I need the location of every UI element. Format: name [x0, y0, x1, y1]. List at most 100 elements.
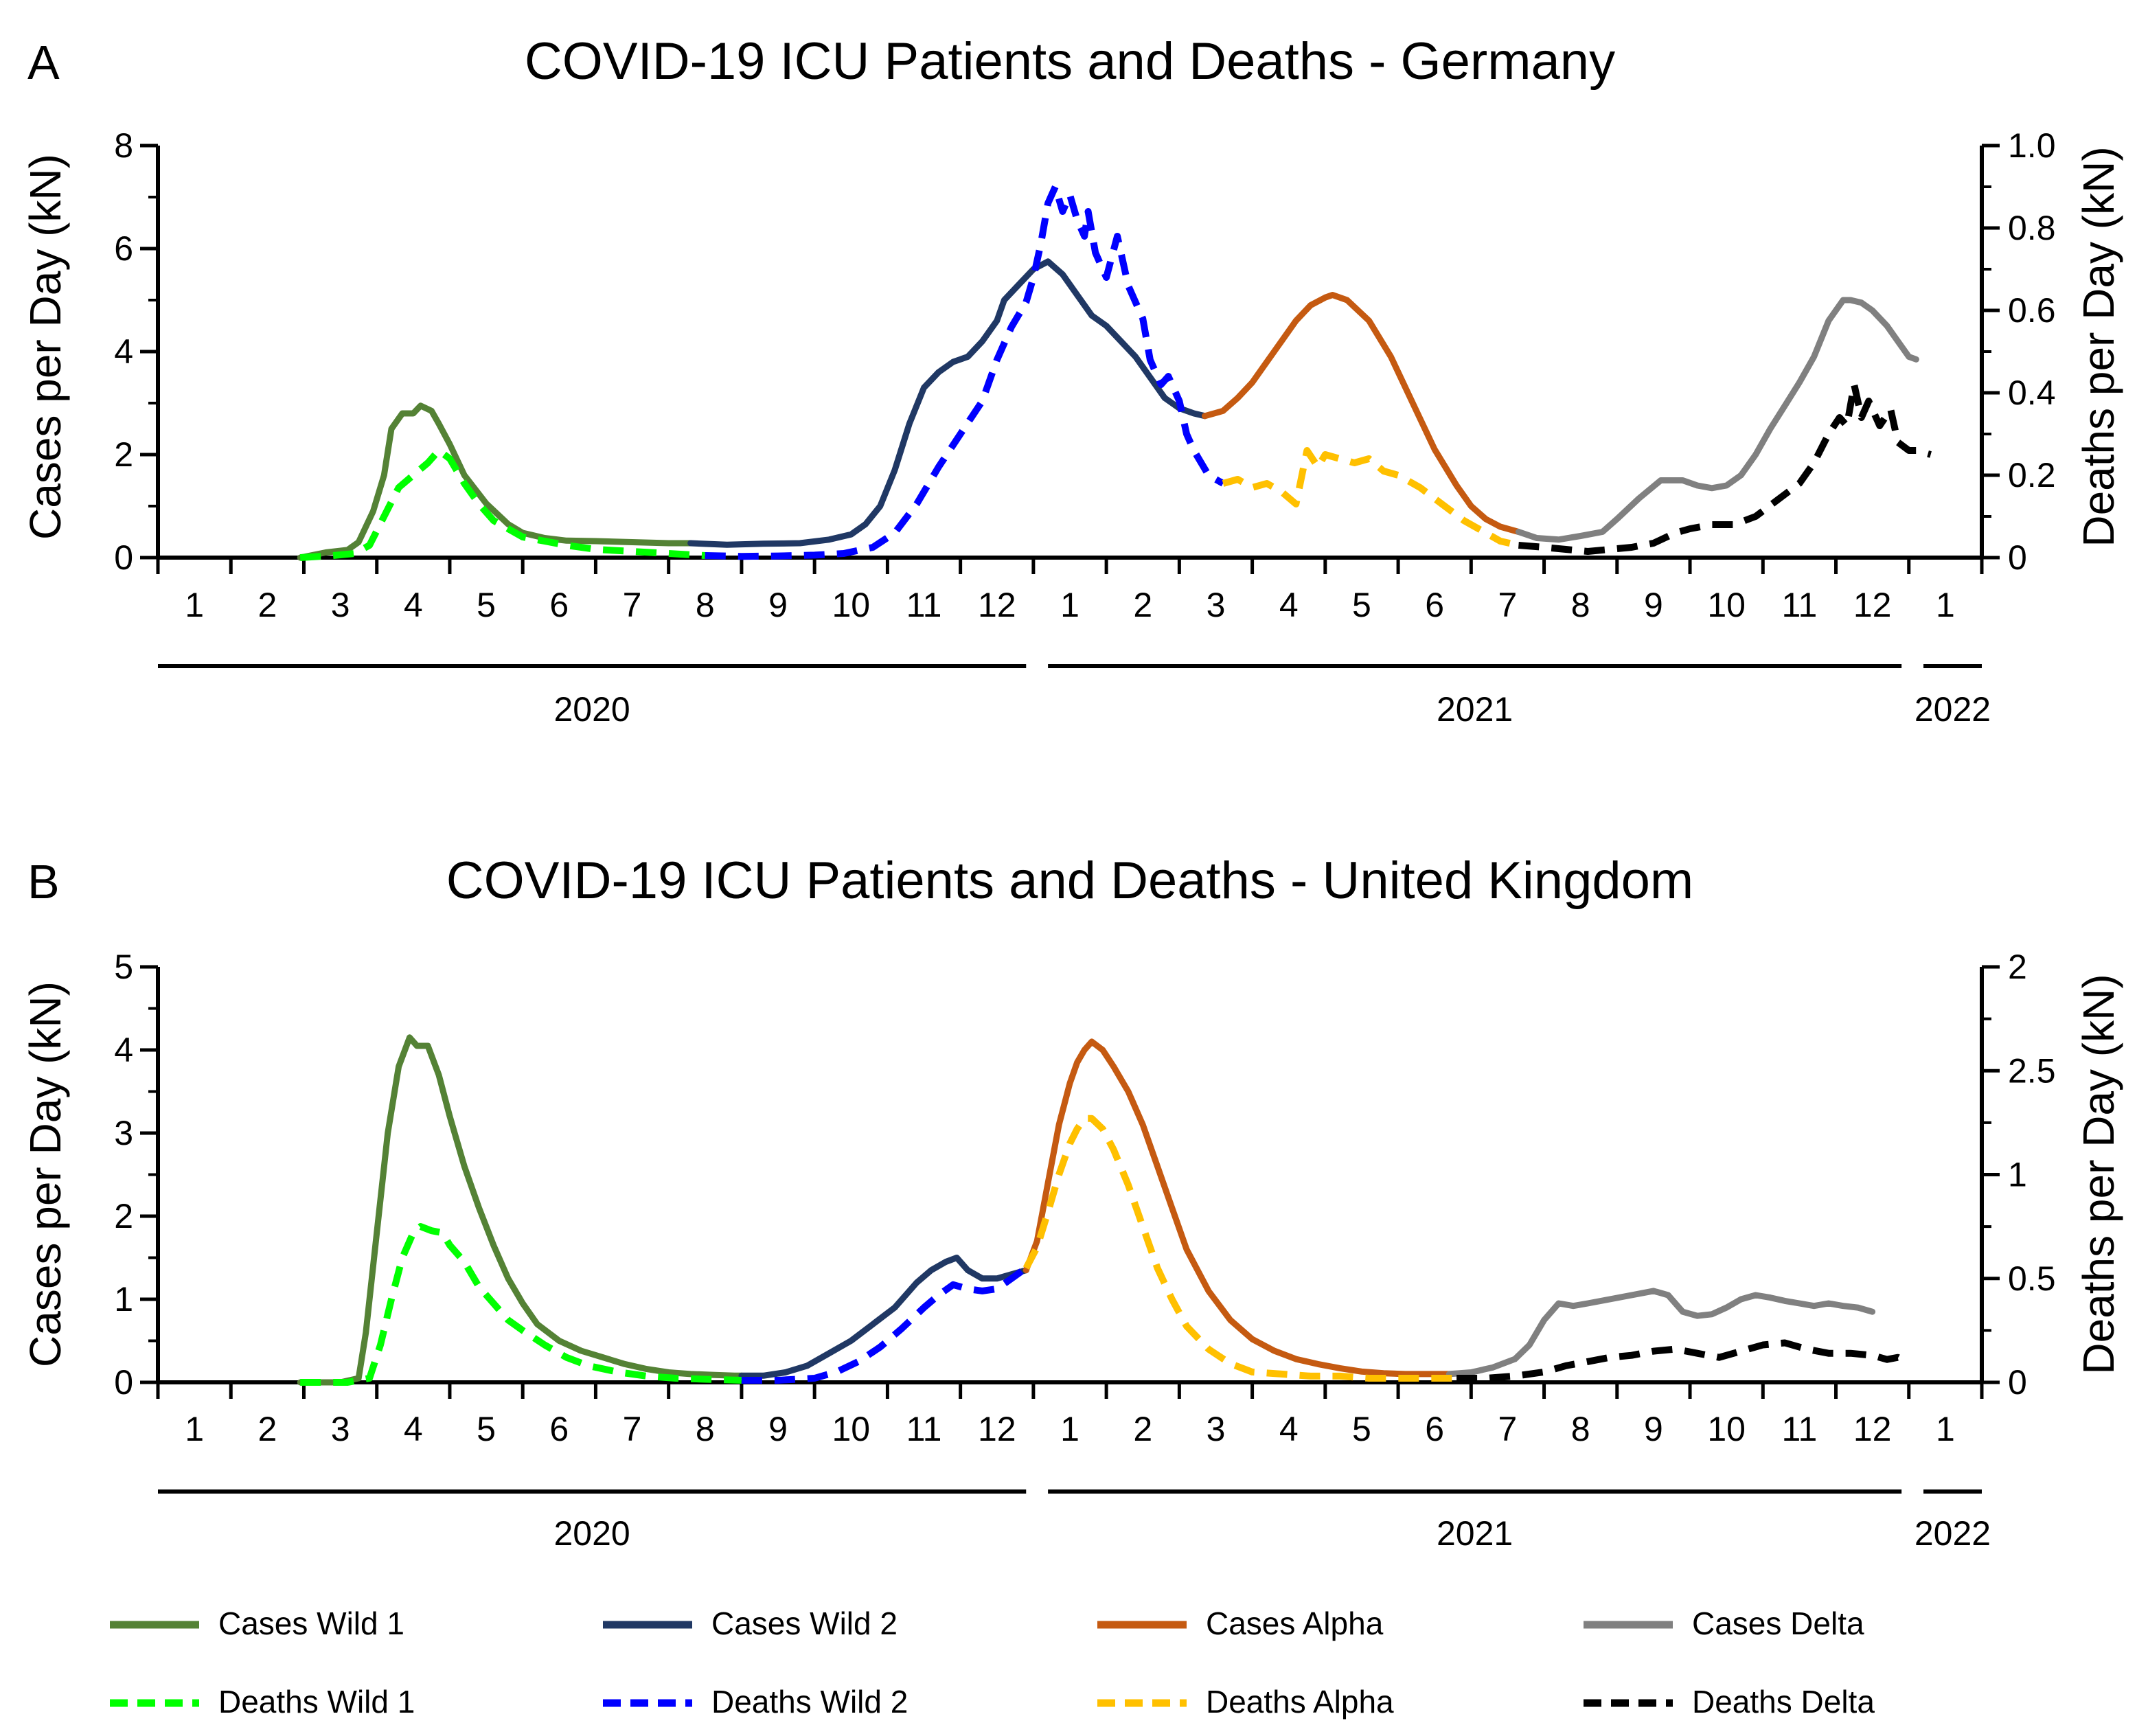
panel-b-month-label: 8	[1571, 1410, 1590, 1448]
panel-a-series-cases-alpha	[1202, 292, 1522, 535]
panel-b-series-deaths-wild-2	[741, 1265, 1029, 1384]
panel-b-year-label-2021: 2021	[1437, 1514, 1513, 1553]
legend-label: Cases Delta	[1692, 1606, 1864, 1641]
panel-b-title: COVID-19 ICU Patients and Deaths - Unite…	[446, 852, 1693, 910]
panel-b-year-label-2020: 2020	[554, 1514, 630, 1553]
panel-a-series-deaths-alpha	[1222, 447, 1520, 549]
panel-b-left-tick-label: 0	[114, 1363, 133, 1402]
panel-b-left-tick-label: 5	[114, 948, 133, 986]
panel-a-month-label: 3	[331, 586, 350, 624]
panel-b-month-label: 5	[477, 1410, 496, 1448]
legend-label: Deaths Alpha	[1206, 1684, 1394, 1720]
panel-a-right-tick-label: 0	[2008, 538, 2027, 577]
legend-item-deaths-delta: Deaths Delta	[1584, 1684, 1875, 1720]
panel-b-month-label: 12	[978, 1410, 1016, 1448]
legend-label: Cases Wild 1	[218, 1606, 404, 1641]
panel-a-right-tick-label: 0.8	[2008, 209, 2056, 247]
legend-item-cases-delta: Cases Delta	[1584, 1606, 1864, 1641]
panel-a-right-tick-label: 0.6	[2008, 291, 2056, 330]
panel-b-series-cases-alpha	[1022, 1038, 1452, 1378]
legend-label: Deaths Wild 2	[711, 1684, 908, 1720]
panel-b-left-tick-label: 1	[114, 1280, 133, 1318]
panel-a-month-label: 7	[623, 586, 642, 624]
panel-a-month-label: 5	[1352, 586, 1371, 624]
panel-a-month-label: 12	[978, 586, 1016, 624]
panel-a-month-label: 6	[1425, 586, 1444, 624]
panel-a-series	[297, 183, 1932, 561]
panel-a-month-label: 9	[768, 586, 788, 624]
panel-b-month-label: 1	[1060, 1410, 1079, 1448]
panel-a-right-tick-label: 0.2	[2008, 456, 2056, 494]
panel-a-series-cases-wild-2	[687, 258, 1208, 548]
panel-a-right-tick-label: 0.4	[2008, 374, 2056, 412]
panel-b-month-label: 1	[1936, 1410, 1955, 1448]
panel-b-series-deaths-alpha	[1022, 1115, 1457, 1382]
panel-a-month-label: 3	[1207, 586, 1226, 624]
panel-b-year-label-2022: 2022	[1915, 1514, 1991, 1553]
legend-item-deaths-alpha: Deaths Alpha	[1097, 1684, 1394, 1720]
panel-a-year-label-2021: 2021	[1437, 690, 1513, 729]
panel-a-left-tick-label: 8	[114, 126, 133, 165]
panel-b-month-label: 9	[768, 1410, 788, 1448]
panel-b-month-label: 6	[1425, 1410, 1444, 1448]
panel-a-month-label: 9	[1644, 586, 1663, 624]
panel-b-series-deaths-wild-1	[300, 1223, 742, 1386]
panel-a-month-label: 4	[1279, 586, 1299, 624]
panel-a-month-label: 1	[185, 586, 204, 624]
panel-a-left-axis-label: Cases per Day (kN)	[21, 154, 70, 540]
panel-b-month-label: 2	[258, 1410, 277, 1448]
legend-item-deaths-wild-2: Deaths Wild 2	[603, 1684, 908, 1720]
panel-b-series-cases-wild-2	[738, 1255, 1029, 1379]
legend-label: Cases Alpha	[1206, 1606, 1384, 1641]
legend: Cases Wild 1 Cases Wild 2 Cases Alpha Cases…	[110, 1606, 1875, 1720]
legend-item-cases-wild-2: Cases Wild 2	[603, 1606, 898, 1641]
panel-a-month-label: 2	[1133, 586, 1152, 624]
panel-a-year-label-2022: 2022	[1915, 690, 1991, 729]
panel-letter-a: A	[27, 36, 60, 89]
panel-b-right-tick-label: 2.5	[2008, 1051, 2056, 1090]
panel-a-year-label-2020: 2020	[554, 690, 630, 729]
panel-a-series-deaths-wild-2	[705, 183, 1225, 560]
panel-a-series-deaths-wild-1	[299, 447, 706, 561]
panel-b-left-axis-label: Cases per Day (kN)	[21, 981, 70, 1367]
panel-a-left-tick-label: 0	[114, 538, 133, 577]
legend-label: Deaths Delta	[1692, 1684, 1875, 1720]
panel-b-right-tick-label: 2	[2008, 948, 2027, 986]
panel-a-series-cases-wild-1	[297, 402, 694, 561]
panel-b-right-tick-label: 0.5	[2008, 1259, 2056, 1298]
panel-a-month-label: 8	[1571, 586, 1590, 624]
panel-a-left-tick-label: 4	[114, 332, 133, 371]
panel-b-month-label: 11	[906, 1410, 942, 1448]
panel-b-month-label: 7	[623, 1410, 642, 1448]
panel-b-month-label: 4	[1279, 1410, 1299, 1448]
panel-b-month-label: 2	[1133, 1410, 1152, 1448]
panel-a-month-label: 1	[1060, 586, 1079, 624]
panel-b-right-tick-label: 0	[2008, 1363, 2027, 1402]
panel-b-left-tick-label: 3	[114, 1114, 133, 1152]
panel-b-month-label: 11	[1781, 1410, 1817, 1448]
panel-b-month-label: 5	[1352, 1410, 1371, 1448]
panel-a-month-label: 1	[1936, 586, 1955, 624]
legend-item-deaths-wild-1: Deaths Wild 1	[110, 1684, 415, 1720]
panel-a-title: COVID-19 ICU Patients and Deaths - Germa…	[525, 32, 1615, 91]
panel-b-month-label: 12	[1853, 1410, 1892, 1448]
panel-a-month-label: 11	[1781, 586, 1817, 624]
panel-a-series-cases-delta	[1515, 297, 1919, 543]
panel-a-month-label: 2	[258, 586, 277, 624]
panel-b-left-tick-label: 2	[114, 1197, 133, 1235]
panel-b-month-label: 10	[832, 1410, 870, 1448]
legend-item-cases-wild-1: Cases Wild 1	[110, 1606, 404, 1641]
panel-a-series-deaths-delta	[1518, 381, 1932, 555]
legend-item-cases-alpha: Cases Alpha	[1097, 1606, 1384, 1641]
legend-label: Deaths Wild 1	[218, 1684, 415, 1720]
panel-b-series-deaths-delta	[1456, 1339, 1911, 1382]
panel-b-month-label: 3	[1207, 1410, 1226, 1448]
panel-a-month-label: 10	[832, 586, 870, 624]
panel-b-month-label: 1	[185, 1410, 204, 1448]
panel-b-series	[297, 1034, 1911, 1386]
panel-a-left-tick-label: 6	[114, 229, 133, 268]
panel-a-right-tick-label: 1.0	[2008, 126, 2056, 165]
panel-a-month-label: 12	[1853, 586, 1892, 624]
panel-a-right-axis-label: Deaths per Day (kN)	[2074, 146, 2123, 547]
